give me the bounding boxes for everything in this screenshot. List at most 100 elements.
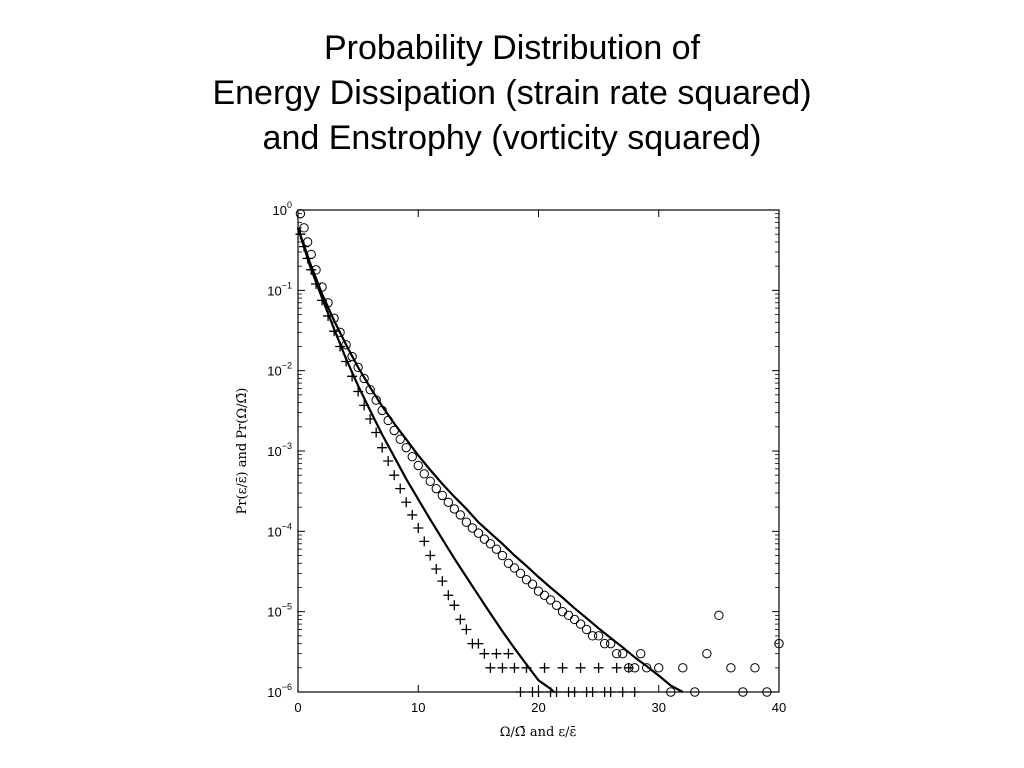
circle-marker — [306, 249, 316, 260]
circle-marker — [762, 687, 772, 697]
circle-marker — [509, 563, 520, 573]
circle-marker — [449, 504, 460, 514]
plus-marker — [623, 662, 634, 673]
circle-marker — [666, 687, 676, 697]
plus-marker — [557, 662, 568, 673]
circle-marker — [630, 663, 640, 673]
circle-marker — [467, 523, 478, 533]
circle-marker — [557, 606, 568, 617]
circle-marker — [401, 442, 411, 453]
circle-marker — [599, 638, 610, 649]
circle-marker — [593, 631, 604, 641]
circle-marker — [515, 568, 526, 579]
circle-marker — [503, 558, 514, 569]
plus-marker — [485, 662, 496, 673]
y-tick-labels: 100 10−1 10−2 10−3 10−4 10−5 10−6 — [267, 200, 292, 700]
title-line-3: and Enstrophy (vorticity squared) — [262, 119, 762, 157]
circle-marker — [611, 648, 622, 659]
y-tick-label: 10−4 — [267, 521, 292, 539]
circle-marker — [323, 298, 333, 308]
circle-marker — [654, 663, 664, 673]
y-tick-label: 10−6 — [267, 682, 292, 700]
circle-marker — [623, 663, 634, 673]
data-points — [295, 208, 784, 697]
y-tick-label: 10−3 — [267, 441, 292, 459]
title-line-2: Energy Dissipation (strain rate squared) — [212, 74, 812, 112]
plus-marker — [431, 563, 442, 574]
circle-marker — [569, 614, 580, 625]
plus-marker — [353, 386, 364, 397]
circle-marker — [341, 340, 351, 350]
plus-marker — [329, 326, 340, 337]
circle-marker — [738, 687, 748, 697]
x-axis-label: Ω/Ω̄ and ε/ε̄ — [500, 725, 577, 740]
circle-marker — [389, 425, 399, 436]
plus-marker — [611, 662, 622, 673]
circle-marker — [545, 595, 556, 605]
plus-marker — [569, 687, 580, 697]
circle-marker — [383, 415, 393, 426]
plus-marker — [371, 427, 382, 438]
plus-marker — [473, 638, 484, 649]
x-tick-labels: 0 10 20 30 40 — [294, 700, 786, 715]
x-tick-label: 30 — [652, 700, 666, 715]
y-tick-label: 10−2 — [267, 361, 292, 379]
plus-marker — [443, 590, 454, 601]
plus-marker — [425, 550, 436, 561]
plus-marker — [515, 687, 526, 697]
y-axis-label: Pr(ε/ε̄) and Pr(Ω/Ω̄) — [235, 388, 250, 515]
circle-marker — [407, 451, 417, 462]
circle-marker — [774, 638, 784, 649]
circle-marker — [329, 313, 339, 323]
circle-marker — [371, 395, 381, 405]
circle-marker — [642, 663, 652, 673]
circle-marker — [365, 384, 375, 395]
plus-marker — [401, 497, 412, 508]
plus-marker — [449, 600, 460, 611]
plus-marker — [497, 662, 508, 673]
circle-marker — [302, 237, 313, 247]
circle-marker — [587, 631, 598, 641]
plus-marker — [383, 456, 394, 467]
axis-ticks — [297, 209, 780, 693]
circle-marker — [425, 476, 435, 486]
circle-marker — [497, 550, 508, 561]
plus-marker — [491, 648, 502, 659]
plus-marker — [341, 356, 352, 367]
circle-marker — [690, 687, 700, 697]
circle-marker — [714, 610, 724, 621]
circle-marker — [617, 648, 628, 659]
plus-marker — [419, 536, 430, 547]
circle-marker — [563, 610, 574, 621]
x-tick-label: 40 — [772, 700, 786, 715]
circle-marker — [551, 600, 562, 611]
plus-marker — [347, 371, 358, 382]
plus-marker — [521, 662, 532, 673]
circle-marker — [527, 579, 538, 589]
circle-marker — [395, 434, 405, 444]
page-title: Probability Distribution of Energy Dissi… — [0, 26, 1024, 161]
y-tick-label: 10−1 — [267, 280, 292, 298]
circle-marker — [377, 405, 387, 416]
x-tick-label: 0 — [294, 700, 301, 715]
plus-marker — [359, 400, 370, 411]
plus-marker — [587, 687, 598, 697]
circle-marker — [491, 544, 502, 554]
plus-marker — [593, 662, 604, 673]
plus-marker — [533, 687, 544, 697]
plus-marker — [323, 310, 334, 321]
plus-marker — [617, 687, 628, 697]
circle-marker — [455, 510, 466, 520]
circle-marker — [750, 663, 760, 673]
circle-marker — [605, 638, 616, 649]
circle-marker — [726, 663, 736, 673]
circle-marker — [295, 208, 306, 219]
plus-marker — [551, 687, 562, 697]
y-tick-label: 100 — [273, 200, 292, 218]
circle-marker — [347, 351, 357, 362]
plus-marker — [377, 442, 388, 453]
title-line-1: Probability Distribution of — [323, 29, 701, 67]
circle-marker — [575, 619, 586, 629]
circle-marker — [317, 282, 327, 292]
